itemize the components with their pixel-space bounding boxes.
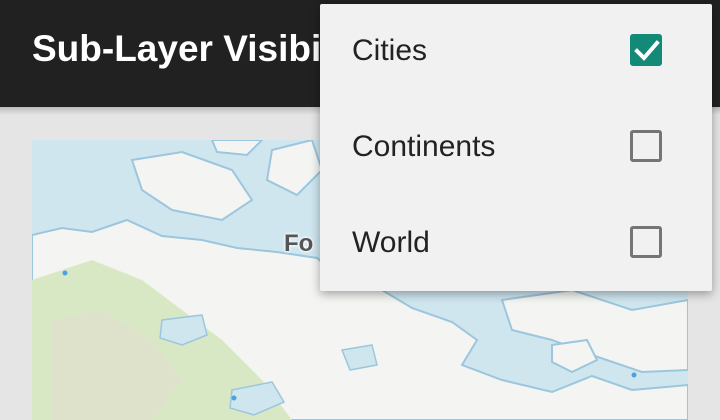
city-point [631, 372, 637, 378]
world-checkbox[interactable] [630, 226, 662, 258]
menu-item-label: Cities [352, 34, 428, 67]
menu-item-cities[interactable]: Cities [320, 4, 712, 100]
layer-visibility-menu: Cities Continents World [320, 4, 712, 291]
map-place-label: Fo [284, 230, 314, 257]
menu-item-continents[interactable]: Continents [320, 100, 712, 196]
menu-item-label: World [352, 226, 430, 259]
continents-checkbox[interactable] [630, 130, 662, 162]
page-title: Sub-Layer Visibility [32, 28, 375, 69]
menu-item-label: Continents [352, 130, 496, 163]
menu-item-world[interactable]: World [320, 196, 712, 292]
check-icon [634, 40, 660, 61]
city-point [62, 270, 68, 276]
city-point [231, 395, 237, 401]
cities-checkbox[interactable] [630, 34, 662, 66]
